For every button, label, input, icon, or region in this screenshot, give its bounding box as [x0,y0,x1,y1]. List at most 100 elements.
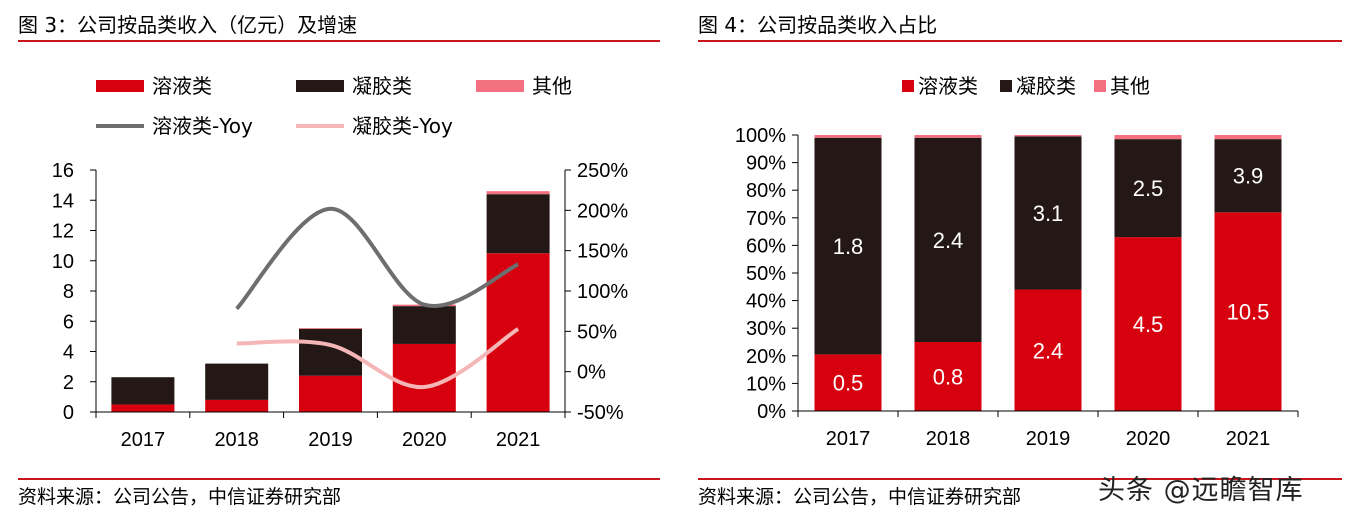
y-tick-label: 10% [746,373,786,395]
y-tick-label: 40% [746,291,786,313]
revenue-share-chart: 溶液类 凝胶类 其他 0% 10% 20% 30% 40% 50% 60% 70% 80% 90% 10… [735,74,1299,450]
x-tick-label: 2017 [826,428,871,450]
bar-segment [1114,237,1182,411]
legend-swatch [296,80,344,92]
bar-segment [1214,212,1282,411]
legend-swatch [96,80,144,92]
yoy-line [235,206,519,311]
x-axis: 2017 2018 2019 2020 2021 [95,411,566,451]
data-label: 3.1 [1033,201,1064,226]
y2-tick-label: -50% [577,402,624,424]
data-label: 2.4 [1033,338,1064,363]
x-tick-label: 2020 [1126,428,1171,450]
y-tick-label: 90% [746,153,786,175]
bar-segment [392,306,456,344]
x-tick-label: 2019 [1026,428,1071,450]
figure-4-source: 资料来源：公司公告，中信证券研究部 [698,486,1022,508]
bar-segment [111,377,175,405]
legend-label: 凝胶类-Yoy [352,114,453,138]
y-tick-label: 4 [63,342,74,364]
y-tick-label: 14 [52,190,74,212]
y-tick-label: 0 [63,402,74,424]
yoy-line [236,327,520,390]
legend-label: 凝胶类 [1016,74,1076,98]
bar-segment [111,404,175,412]
bar-segment [205,399,269,412]
y-tick-label: 16 [52,160,74,182]
legend-label: 其他 [532,74,572,98]
right-y-axis: -50% 0% 50% 100% 150% 200% 250% [564,160,628,424]
bar-segment [1014,289,1082,411]
yoy-lines [235,206,520,390]
x-axis: 2017 2018 2019 2020 2021 [797,410,1299,450]
chart-legend: 溶液类 凝胶类 其他 [902,74,1150,98]
bar-segment [814,354,882,411]
y-tick-label: 8 [63,281,74,303]
legend-label: 溶液类-Yoy [152,114,253,138]
bar-segment [914,342,982,411]
y-axis: 0% 10% 20% 30% 40% 50% 60% 70% 80% 90% 100% [735,125,799,423]
x-tick-label: 2018 [926,428,971,450]
y2-tick-label: 0% [577,362,606,384]
x-tick-label: 2017 [121,429,166,451]
left-y-axis: 0 2 4 6 8 10 12 14 16 [52,160,97,424]
figure-3-source: 资料来源：公司公告，中信证券研究部 [18,486,342,508]
legend-swatch [1094,80,1106,92]
x-tick-label: 2021 [1226,428,1271,450]
bar-segment [914,135,982,138]
x-tick-label: 2019 [308,429,353,451]
legend-label: 凝胶类 [352,74,412,98]
y2-tick-label: 250% [577,160,628,182]
y2-tick-label: 200% [577,200,628,222]
legend-label: 其他 [1110,74,1150,98]
figure-4-top-rule [698,40,1342,42]
bar-segment [486,191,550,195]
bar-segment [1214,135,1282,140]
figure-3-top-rule [18,40,660,42]
legend-swatch [476,80,524,92]
y-tick-label: 70% [746,208,786,230]
figure-3-title: 图 3：公司按品类收入（亿元）及增速 [18,13,358,37]
data-label: 3.9 [1233,164,1264,189]
legend-swatch [902,80,914,92]
x-tick-label: 2020 [402,429,447,451]
x-tick-label: 2018 [214,429,259,451]
y2-tick-label: 50% [577,321,617,343]
data-label: 0.8 [933,365,964,390]
data-label: 10.5 [1227,300,1270,325]
bar-segment [1214,139,1282,213]
figure-4-bottom-rule [698,478,1342,480]
y2-tick-label: 100% [577,281,628,303]
figure-4-panel: 图 4：公司按品类收入占比 溶液类 凝胶类 其他 0% 10% 20% 30% 40% 50%… [680,0,1362,526]
y-tick-label: 10 [52,251,74,273]
bar-segment [814,137,882,355]
data-label: 2.4 [933,228,964,253]
figure-3-panel: 图 3：公司按品类收入（亿元）及增速 溶液类 凝胶类 其他溶液类-Yoy 凝胶类-Yo… [0,0,680,526]
figure-4-title: 图 4：公司按品类收入占比 [698,13,938,37]
data-label: 1.8 [833,234,864,259]
y-tick-label: 60% [746,235,786,257]
bar-segment [205,363,269,400]
bar-segment [486,194,550,254]
legend-label: 溶液类 [152,74,212,98]
bar-segment [1114,139,1182,238]
y-tick-label: 50% [746,263,786,285]
bar-segment [299,375,362,412]
watermark: 头条 @远瞻智库 [1098,475,1304,506]
y-tick-label: 100% [735,125,786,147]
bar-segment [392,343,456,412]
y-tick-label: 12 [52,221,74,243]
bar-segment [814,135,882,138]
bar-segment [1014,136,1082,290]
y-tick-label: 20% [746,346,786,368]
stacked-percent-bars: 0.5 1.8 0.8 2.4 2.4 3.1 4.5 2.5 10.5 3.9 [814,135,1282,411]
stacked-bars [111,191,550,412]
y-tick-label: 6 [63,311,74,333]
bar-segment [914,137,982,342]
data-label: 4.5 [1133,312,1164,337]
data-label: 0.5 [833,371,864,396]
y2-tick-label: 150% [577,241,628,263]
y-tick-label: 30% [746,318,786,340]
